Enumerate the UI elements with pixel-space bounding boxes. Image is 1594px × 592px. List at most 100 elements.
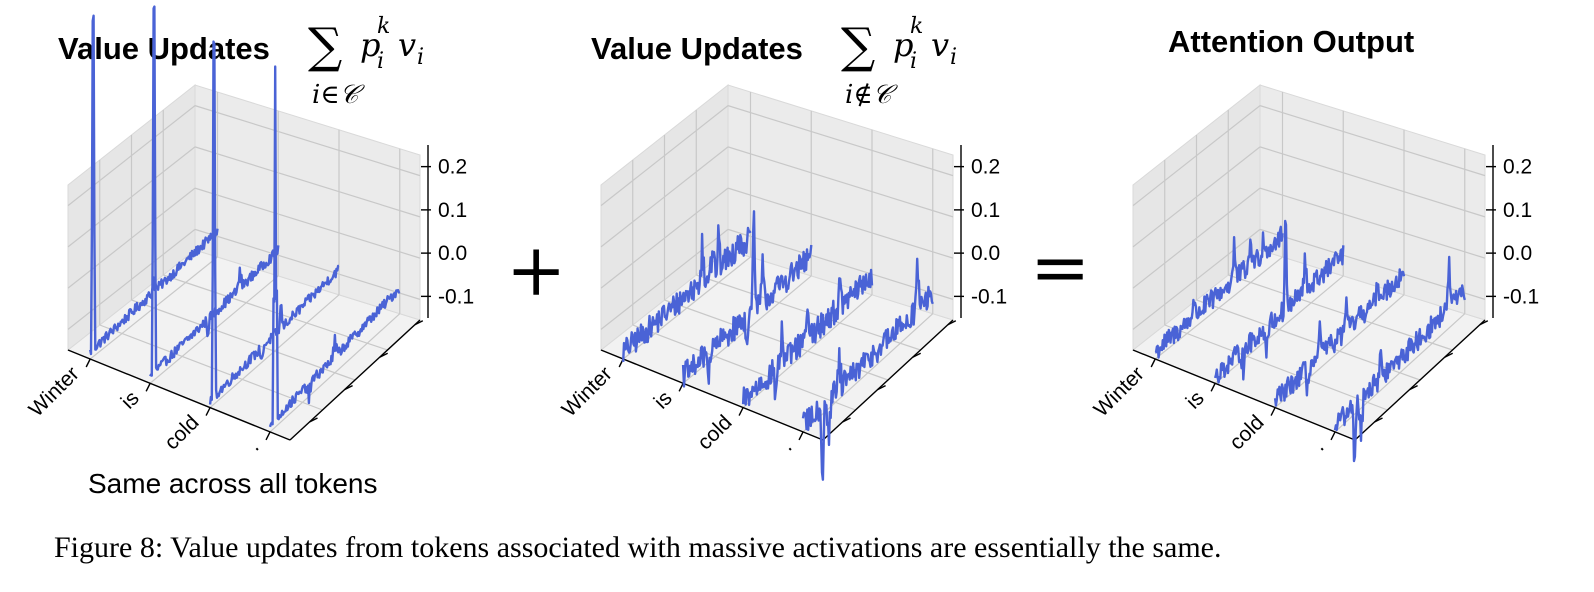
z-tick-label: 0.1 xyxy=(1503,199,1532,222)
left-z-gridline xyxy=(600,187,729,289)
panel-2-formula-v: v xyxy=(931,26,949,64)
x-tick-mark xyxy=(145,382,151,392)
series-line-is xyxy=(149,5,280,377)
depth-tick-mark xyxy=(414,320,424,326)
depth-tick-mark xyxy=(1444,352,1454,358)
left-z-gridline xyxy=(1132,187,1261,289)
depth-tick-mark xyxy=(877,384,886,391)
x-tick-label-3: . xyxy=(776,435,796,455)
x-tick-label-2: cold xyxy=(693,411,737,455)
x-tick-mark xyxy=(678,382,684,392)
panel-1-title: Value Updates xyxy=(58,31,270,66)
panel-1-formula-vsub: i xyxy=(417,45,424,70)
depth-tick-mark xyxy=(947,320,957,326)
z-tick-label: 0.2 xyxy=(971,156,1000,179)
x-tick-label-1: is xyxy=(650,387,677,414)
series-line-. xyxy=(268,65,401,428)
depth-tick-mark xyxy=(1409,384,1418,391)
depth-axis-line xyxy=(1354,319,1486,441)
panel-1-formula-sub: i xyxy=(377,49,384,74)
panel-2-formula-p: p xyxy=(893,26,913,64)
panel-2-sum-symbol: ∑ xyxy=(841,18,875,74)
panel-2-formula-vsub: i xyxy=(950,45,957,70)
series-line-cold xyxy=(741,268,874,407)
x-axis-line xyxy=(600,349,824,441)
panel-2-formula-sup: k xyxy=(910,14,923,39)
depth-tick-mark xyxy=(912,352,922,358)
back-z-gridline xyxy=(194,105,421,177)
floor-gridline xyxy=(1164,324,1388,411)
x-axis-line xyxy=(67,349,291,441)
figure-caption: Figure 8: Value updates from tokens asso… xyxy=(54,531,1221,564)
x-tick-mark xyxy=(738,407,744,416)
series-line-is xyxy=(681,210,813,388)
back-z-gridline xyxy=(194,146,421,218)
left-z-gridline xyxy=(67,105,196,207)
note-same-across-tokens: Same across all tokens xyxy=(88,468,377,499)
depth-tick-mark xyxy=(1374,417,1383,423)
depth-axis-line xyxy=(822,319,954,441)
z-tick-label: 0.0 xyxy=(971,242,1000,265)
x-tick-label-1: is xyxy=(117,387,144,414)
panel-3-title: Attention Output xyxy=(1168,24,1414,59)
x-axis-line xyxy=(1132,349,1356,441)
depth-tick-mark xyxy=(379,352,389,358)
z-tick-label: -0.1 xyxy=(438,285,474,308)
panel-2-title: Value Updates xyxy=(591,31,803,66)
left-z-gridline xyxy=(67,228,196,330)
z-tick-label: -0.1 xyxy=(971,285,1007,308)
z-tick-label: 0.0 xyxy=(438,242,467,265)
depth-tick-mark xyxy=(1479,320,1489,326)
x-tick-mark xyxy=(1270,407,1276,416)
z-tick-label: 0.0 xyxy=(1503,242,1532,265)
z-tick-label: 0.1 xyxy=(971,199,1000,222)
x-tick-mark xyxy=(85,358,91,368)
equals-operator: = xyxy=(1030,225,1090,309)
floor-gridline xyxy=(131,299,356,381)
left-z-gridline xyxy=(1132,146,1261,248)
x-tick-label-3: . xyxy=(243,435,263,455)
panel-2-formula-sub: i xyxy=(910,49,917,74)
x-tick-mark xyxy=(265,431,271,441)
left-z-gridline xyxy=(67,146,196,248)
depth-tick-mark xyxy=(309,417,318,423)
z-tick-label: -0.1 xyxy=(1503,285,1539,308)
back-z-gridline xyxy=(727,105,954,177)
left-z-gridline xyxy=(1132,228,1261,330)
depth-axis-line xyxy=(289,319,421,441)
depth-tick-mark xyxy=(344,384,353,391)
series-line-cold xyxy=(1273,268,1406,407)
series-line-is xyxy=(1213,219,1345,384)
panel-1-formula-p: p xyxy=(360,26,380,64)
back-z-gridline xyxy=(1259,187,1486,259)
back-z-gridline xyxy=(1259,105,1486,177)
x-tick-mark xyxy=(1210,382,1216,392)
z-tick-label: 0.1 xyxy=(438,199,467,222)
series-line-. xyxy=(1333,255,1466,463)
x-tick-label-0: Winter xyxy=(1090,362,1149,421)
back-z-gridline xyxy=(727,146,954,218)
left-z-gridline xyxy=(600,105,729,207)
back-z-gridline xyxy=(1259,146,1486,218)
x-tick-label-2: cold xyxy=(160,411,204,455)
back-z-gridline xyxy=(194,187,421,259)
x-tick-label-3: . xyxy=(1308,435,1328,455)
left-z-gridline xyxy=(600,228,729,330)
panel-1-formula-v: v xyxy=(398,26,416,64)
series-line-Winter xyxy=(1154,225,1284,359)
left-z-gridline xyxy=(67,187,196,289)
panel-2-formula-under: i∉𝒞 xyxy=(845,80,899,110)
panel-1-formula-sup: k xyxy=(377,14,390,39)
x-tick-mark xyxy=(1330,431,1336,441)
z-tick-label: 0.2 xyxy=(438,156,467,179)
series-line-cold xyxy=(208,40,340,405)
back-z-gridline xyxy=(194,228,421,300)
series-line-. xyxy=(801,257,934,481)
x-tick-label-1: is xyxy=(1182,387,1209,414)
z-tick-label: 0.2 xyxy=(1503,156,1532,179)
